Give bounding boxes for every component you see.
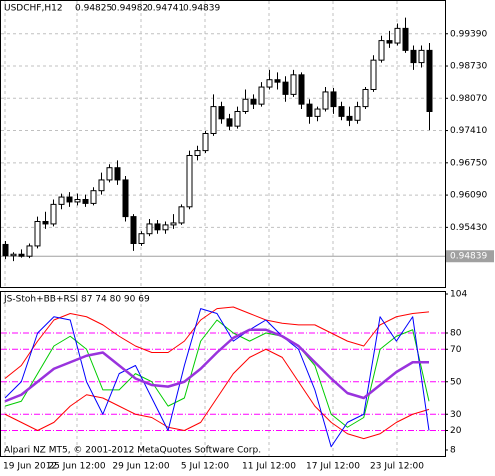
- indicator-window: [0, 291, 446, 457]
- candle-body: [74, 198, 81, 203]
- candle-body: [394, 27, 401, 44]
- price-label-box: [446, 250, 494, 263]
- candle-body: [98, 179, 105, 192]
- y-tick-label: 70: [450, 345, 462, 355]
- candle-body: [274, 79, 281, 83]
- candle-body: [122, 179, 129, 218]
- candle-body: [162, 224, 169, 231]
- candle-body: [42, 220, 49, 225]
- y-tick-label: 30: [450, 410, 462, 420]
- candle-body: [58, 196, 65, 205]
- candle-body: [154, 223, 161, 231]
- indicator-line: [4, 306, 430, 379]
- candle-body: [354, 106, 361, 121]
- x-tick-label: 5 Jul 12:00: [181, 462, 230, 472]
- candle-body: [194, 150, 201, 156]
- candle-body: [298, 74, 305, 105]
- indicator-line: [4, 348, 430, 440]
- candle-body: [170, 222, 177, 226]
- quote-low: 0.94741: [147, 4, 184, 14]
- candle-body: [26, 245, 33, 257]
- candle-body: [322, 91, 329, 110]
- main-window: [0, 0, 446, 288]
- candle-body: [178, 206, 185, 224]
- candle-body: [234, 110, 241, 127]
- price-label: 0.94839: [450, 252, 487, 262]
- candle-body: [242, 98, 249, 112]
- y-tick-label: 0.98730: [450, 62, 487, 72]
- y-tick-label: 80: [450, 329, 462, 339]
- candle-body: [226, 118, 233, 127]
- candle-body: [106, 167, 113, 181]
- candle-body: [266, 79, 273, 88]
- candle-body: [90, 190, 97, 204]
- candle-body: [402, 27, 409, 51]
- candle-body: [410, 49, 417, 64]
- y-tick-label: 0.96090: [450, 191, 487, 201]
- y-tick-label: 104: [450, 290, 467, 300]
- y-tick-label: 50: [450, 377, 462, 387]
- y-tick-label: 0.97410: [450, 126, 487, 136]
- candle-body: [250, 98, 257, 105]
- candle-body: [378, 40, 385, 61]
- candle-body: [338, 106, 345, 117]
- candle-body: [330, 91, 337, 108]
- candle-body: [210, 106, 217, 134]
- quote-close: 0.94839: [183, 4, 220, 14]
- indicator-line: [4, 308, 430, 448]
- candle-body: [50, 203, 57, 225]
- candle-body: [10, 253, 17, 257]
- candle-body: [2, 243, 9, 257]
- candle-body: [202, 132, 209, 152]
- candle-body: [386, 40, 393, 44]
- candle-body: [186, 154, 193, 208]
- x-tick-label: 25 Jun 12:00: [48, 462, 105, 472]
- y-tick-label: 20: [450, 426, 462, 436]
- candle-body: [138, 233, 145, 244]
- x-tick-label: 19 Jun 2012: [3, 462, 57, 472]
- quote-high: 0.94982: [111, 4, 148, 14]
- x-tick-label: 17 Jul 12:00: [306, 462, 360, 472]
- candle-body: [370, 59, 377, 90]
- candle-body: [18, 253, 25, 257]
- symbol-title: USDCHF,H12: [4, 4, 63, 14]
- candle-body: [114, 167, 121, 181]
- candle-body: [362, 88, 369, 108]
- candle-body: [426, 49, 433, 112]
- candle-body: [34, 220, 41, 247]
- candle-body: [418, 49, 425, 64]
- candle-body: [306, 103, 313, 117]
- x-tick-label: 11 Jul 12:00: [242, 462, 296, 472]
- candle-body: [290, 74, 297, 95]
- candle-body: [66, 196, 73, 203]
- x-tick-label: 23 Jul 12:00: [370, 462, 424, 472]
- candle-body: [218, 106, 225, 120]
- candle-body: [130, 216, 137, 244]
- candle-body: [146, 223, 153, 235]
- indicator-line: [4, 328, 429, 403]
- candle-body: [314, 108, 321, 117]
- y-tick-label: 0.98070: [450, 94, 487, 104]
- y-tick-label: 0.96750: [450, 158, 487, 168]
- candle-body: [282, 81, 289, 95]
- x-tick-label: 29 Jun 12:00: [112, 462, 169, 472]
- footer: Alpari NZ MT5, © 2001-2012 MetaQuotes So…: [4, 446, 261, 456]
- candle-body: [346, 115, 353, 121]
- candle-body: [258, 86, 265, 105]
- y-tick-label: 0.99390: [450, 29, 487, 39]
- indicator-title: JS-Stoh+BB+RSI 87 74 80 90 69: [3, 295, 150, 305]
- y-tick-label: 0.95430: [450, 223, 487, 233]
- candle-body: [82, 198, 89, 204]
- y-tick-label: 8: [450, 446, 456, 456]
- quote-open: 0.94825: [75, 4, 112, 14]
